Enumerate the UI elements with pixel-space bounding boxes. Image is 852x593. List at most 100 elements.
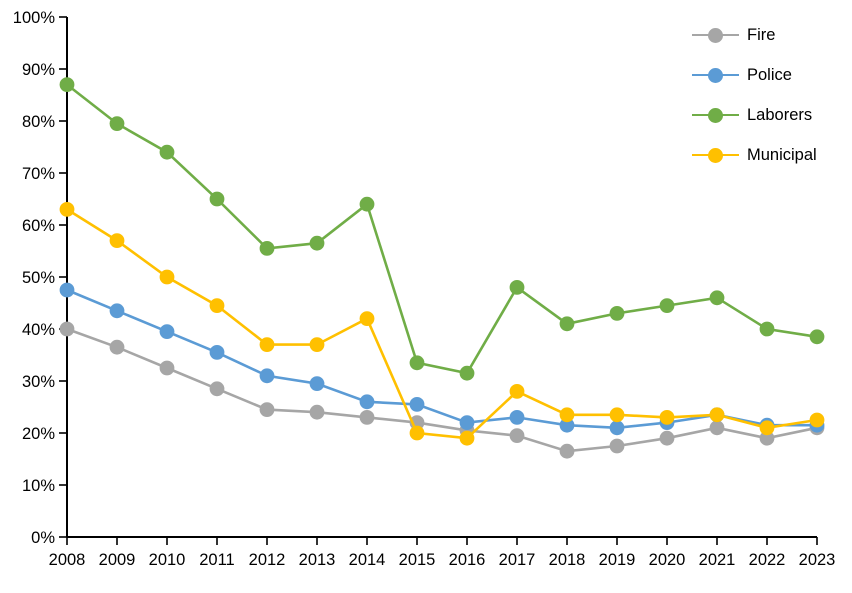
- x-axis-label: 2013: [299, 551, 336, 569]
- y-axis-label: 10%: [22, 477, 55, 495]
- legend-item-laborers: Laborers: [692, 95, 817, 135]
- y-axis-label: 0%: [31, 529, 55, 547]
- data-point-laborers-2019: [609, 306, 625, 321]
- data-point-municipal-2013: [309, 337, 325, 352]
- x-axis-label: 2017: [499, 551, 536, 569]
- data-point-municipal-2017: [509, 384, 525, 399]
- data-point-laborers-2023: [809, 329, 825, 345]
- x-axis-label: 2011: [199, 551, 234, 569]
- police-series-swatch-icon: [692, 67, 739, 83]
- x-axis-label: 2019: [599, 551, 636, 569]
- data-point-laborers-2014: [359, 196, 375, 212]
- y-axis-label: 70%: [22, 165, 55, 183]
- fire-series-swatch-icon: [692, 27, 739, 43]
- data-point-police-2008: [59, 282, 75, 298]
- data-point-laborers-2013: [309, 235, 325, 251]
- x-axis-label: 2008: [49, 551, 86, 569]
- data-point-laborers-2022: [759, 321, 775, 337]
- data-point-police-2017: [509, 410, 525, 425]
- legend-label-municipal: Municipal: [747, 145, 817, 164]
- data-point-fire-2009: [109, 339, 125, 355]
- data-point-fire-2008: [59, 321, 75, 337]
- data-point-police-2019: [609, 420, 625, 436]
- data-point-police-2014: [359, 394, 375, 410]
- x-axis-label: 2023: [799, 551, 836, 569]
- legend-item-police: Police: [692, 55, 817, 95]
- data-point-municipal-2016: [459, 430, 475, 446]
- data-point-laborers-2010: [159, 144, 175, 160]
- data-point-municipal-2019: [609, 407, 625, 423]
- y-axis-label: 90%: [22, 61, 55, 79]
- data-point-police-2009: [109, 303, 125, 319]
- data-point-fire-2021: [709, 420, 725, 436]
- x-axis-label: 2010: [149, 551, 186, 569]
- data-point-fire-2017: [509, 428, 525, 443]
- data-point-municipal-2022: [759, 420, 775, 436]
- x-axis-label: 2009: [99, 551, 136, 569]
- y-axis-label: 30%: [22, 373, 55, 391]
- y-axis-label: 20%: [22, 425, 55, 443]
- data-point-fire-2011: [209, 381, 225, 397]
- data-point-police-2015: [409, 397, 425, 412]
- data-point-laborers-2015: [409, 355, 425, 371]
- data-point-municipal-2009: [109, 233, 125, 249]
- data-point-fire-2018: [559, 443, 575, 459]
- x-axis-label: 2018: [549, 551, 586, 569]
- data-point-laborers-2018: [559, 316, 575, 332]
- data-point-municipal-2014: [359, 311, 375, 326]
- data-point-municipal-2010: [159, 269, 175, 285]
- data-point-fire-2014: [359, 410, 375, 425]
- municipal-series-swatch-icon: [692, 147, 739, 163]
- x-axis-label: 2015: [399, 551, 436, 569]
- legend-label-laborers: Laborers: [747, 105, 813, 124]
- y-axis-label: 100%: [13, 9, 56, 27]
- data-point-police-2012: [259, 368, 275, 384]
- data-point-fire-2022: [759, 430, 775, 446]
- data-point-municipal-2011: [209, 298, 225, 313]
- legend-item-municipal: Municipal: [692, 135, 817, 175]
- y-axis-label: 60%: [22, 217, 55, 235]
- chart-legend: Fire Police Laborers Municipal: [692, 15, 817, 175]
- data-point-fire-2012: [259, 402, 275, 417]
- y-axis-label: 80%: [22, 113, 55, 131]
- data-point-police-2018: [559, 417, 575, 433]
- data-point-laborers-2016: [459, 365, 475, 381]
- legend-item-fire: Fire: [692, 15, 817, 55]
- series-line-municipal: [66, 208, 818, 440]
- data-point-municipal-2020: [659, 410, 675, 425]
- data-point-municipal-2023: [809, 412, 825, 428]
- x-axis-label: 2016: [449, 551, 486, 569]
- series-line-laborers: [66, 83, 818, 375]
- data-point-laborers-2012: [259, 241, 275, 256]
- data-point-municipal-2012: [259, 337, 275, 352]
- series-line-fire: [66, 327, 818, 453]
- data-point-municipal-2015: [409, 425, 425, 441]
- y-axis-label: 50%: [22, 269, 55, 287]
- data-point-police-2016: [459, 415, 475, 430]
- x-axis-label: 2014: [349, 551, 386, 569]
- x-axis-label: 2012: [249, 551, 286, 569]
- legend-label-police: Police: [747, 65, 792, 84]
- laborers-series-swatch-icon: [692, 107, 739, 123]
- data-point-municipal-2018: [559, 407, 575, 423]
- data-point-municipal-2021: [709, 407, 725, 423]
- data-point-fire-2019: [609, 438, 625, 454]
- data-point-laborers-2011: [209, 191, 225, 207]
- data-point-police-2011: [209, 345, 225, 360]
- data-point-police-2010: [159, 324, 175, 339]
- data-point-fire-2010: [159, 360, 175, 376]
- data-point-laborers-2017: [509, 280, 525, 295]
- data-point-police-2013: [309, 376, 325, 391]
- data-point-fire-2020: [659, 430, 675, 446]
- data-point-municipal-2008: [59, 202, 75, 217]
- legend-label-fire: Fire: [747, 25, 776, 44]
- x-axis-label: 2020: [649, 551, 686, 569]
- data-point-laborers-2009: [109, 116, 125, 131]
- data-point-laborers-2008: [59, 77, 75, 92]
- y-axis-label: 40%: [22, 321, 55, 339]
- x-axis-label: 2022: [749, 551, 786, 569]
- data-point-laborers-2021: [709, 290, 725, 306]
- data-point-fire-2013: [309, 404, 325, 420]
